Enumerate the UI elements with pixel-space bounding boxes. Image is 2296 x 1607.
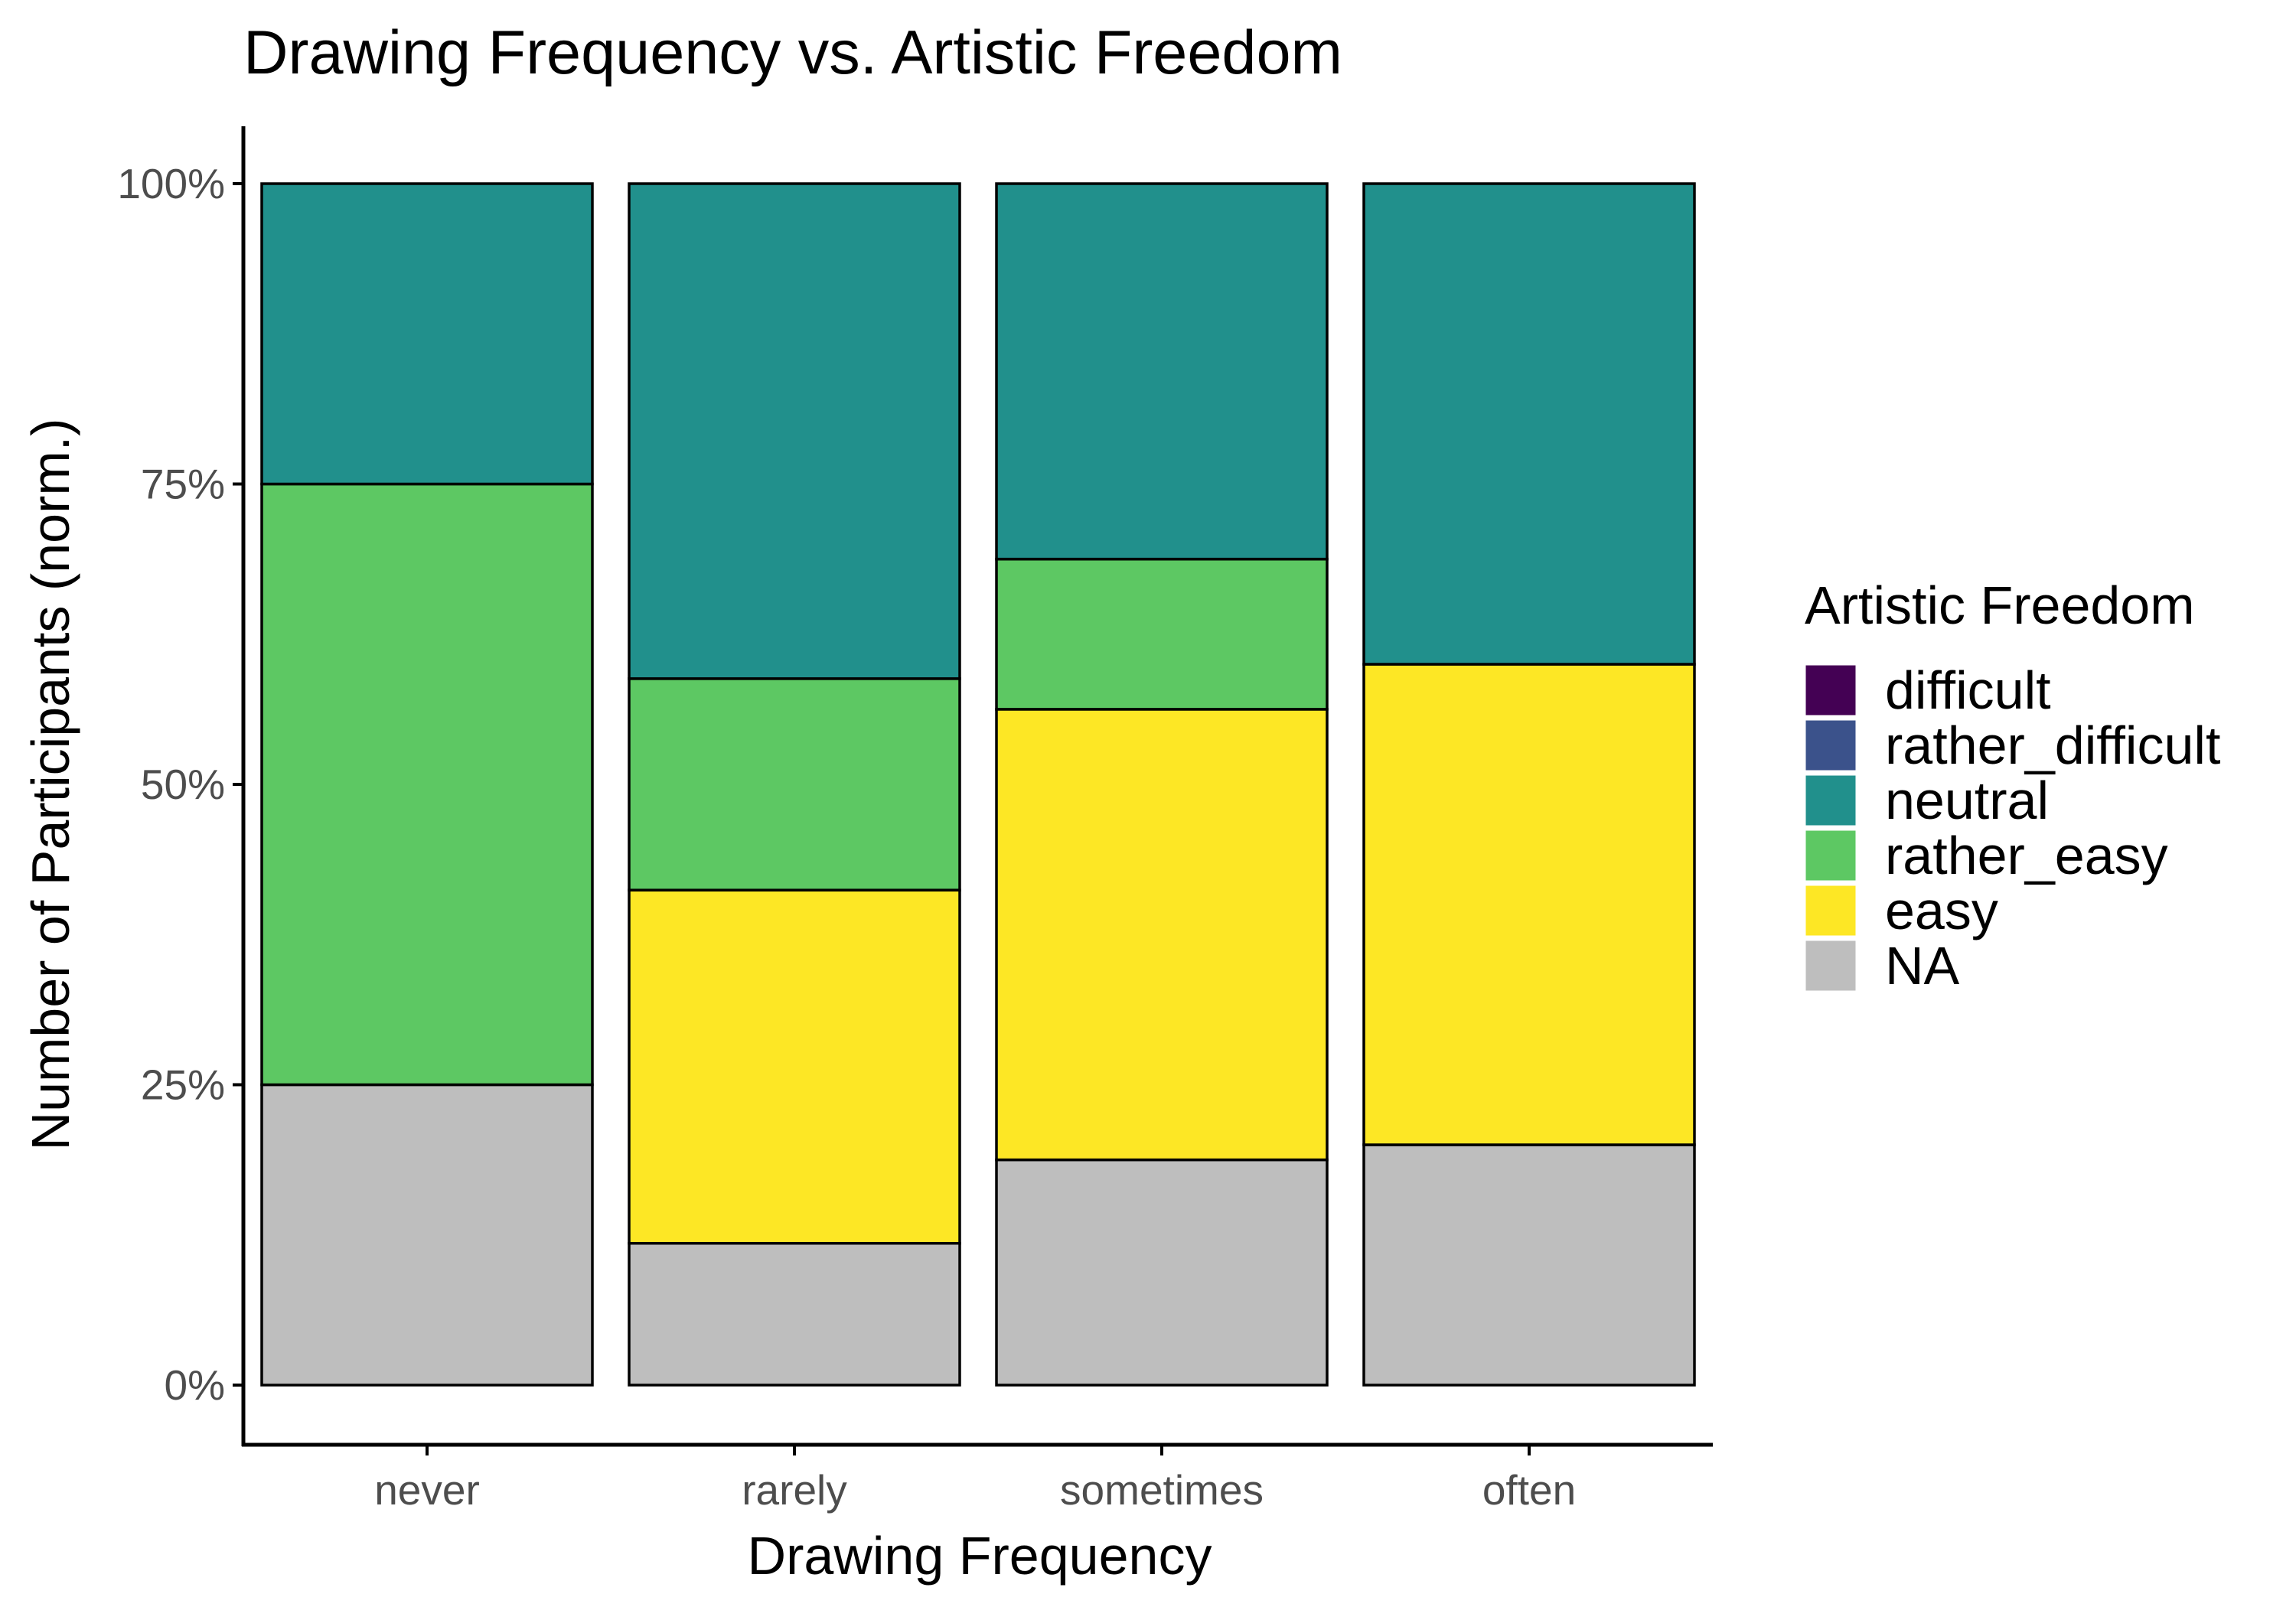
bar-sometimes-rather_easy	[995, 557, 1329, 711]
legend-key-rather_difficult	[1803, 718, 1858, 773]
chart-title: Drawing Frequency vs. Artistic Freedom	[243, 18, 1342, 87]
bar-often-NA	[1362, 1143, 1696, 1387]
y-tick-label: 100%	[117, 160, 225, 207]
legend-label-easy: easy	[1885, 881, 1998, 940]
bar-rarely-neutral	[628, 182, 961, 680]
legend-title: Artistic Freedom	[1805, 575, 2195, 635]
bar-never-rather_easy	[260, 482, 594, 1087]
plot-area	[260, 182, 1696, 1387]
legend-label-rather_easy: rather_easy	[1885, 826, 2168, 885]
legend-key-NA	[1803, 938, 1858, 993]
legend: Artistic Freedom difficultrather_difficu…	[1803, 575, 2220, 996]
x-tick-label-never: never	[374, 1466, 480, 1514]
legend-label-NA: NA	[1885, 936, 1960, 996]
x-tick-label-sometimes: sometimes	[1060, 1466, 1264, 1514]
bar-rarely-easy	[628, 888, 961, 1245]
legend-key-easy	[1803, 883, 1858, 938]
bar-sometimes-NA	[995, 1158, 1329, 1387]
bar-often-neutral	[1362, 182, 1696, 666]
bar-often-easy	[1362, 663, 1696, 1146]
y-axis-title: Number of Participants (norm.)	[21, 419, 80, 1151]
bar-rarely-rather_easy	[628, 677, 961, 892]
y-tick-label: 50%	[141, 761, 225, 808]
y-tick-label: 0%	[165, 1361, 226, 1409]
y-tick-label: 75%	[141, 461, 225, 508]
bar-rarely-NA	[628, 1241, 961, 1387]
x-axis-title: Drawing Frequency	[748, 1526, 1212, 1586]
legend-key-rather_easy	[1803, 828, 1858, 883]
x-tick-label-rarely: rarely	[742, 1466, 847, 1514]
x-tick-label-often: often	[1482, 1466, 1576, 1514]
legend-label-rather_difficult: rather_difficult	[1885, 715, 2220, 775]
legend-label-difficult: difficult	[1885, 660, 2051, 720]
legend-label-neutral: neutral	[1885, 771, 2049, 830]
legend-key-difficult	[1803, 663, 1858, 718]
y-tick-label: 25%	[141, 1061, 225, 1109]
bar-never-neutral	[260, 182, 594, 486]
axes: 0% 25% 50% 75% 100% never rarely sometimes often	[117, 126, 1713, 1514]
legend-key-neutral	[1803, 773, 1858, 828]
bar-sometimes-easy	[995, 708, 1329, 1162]
bar-never-NA	[260, 1083, 594, 1387]
bar-sometimes-neutral	[995, 182, 1329, 561]
